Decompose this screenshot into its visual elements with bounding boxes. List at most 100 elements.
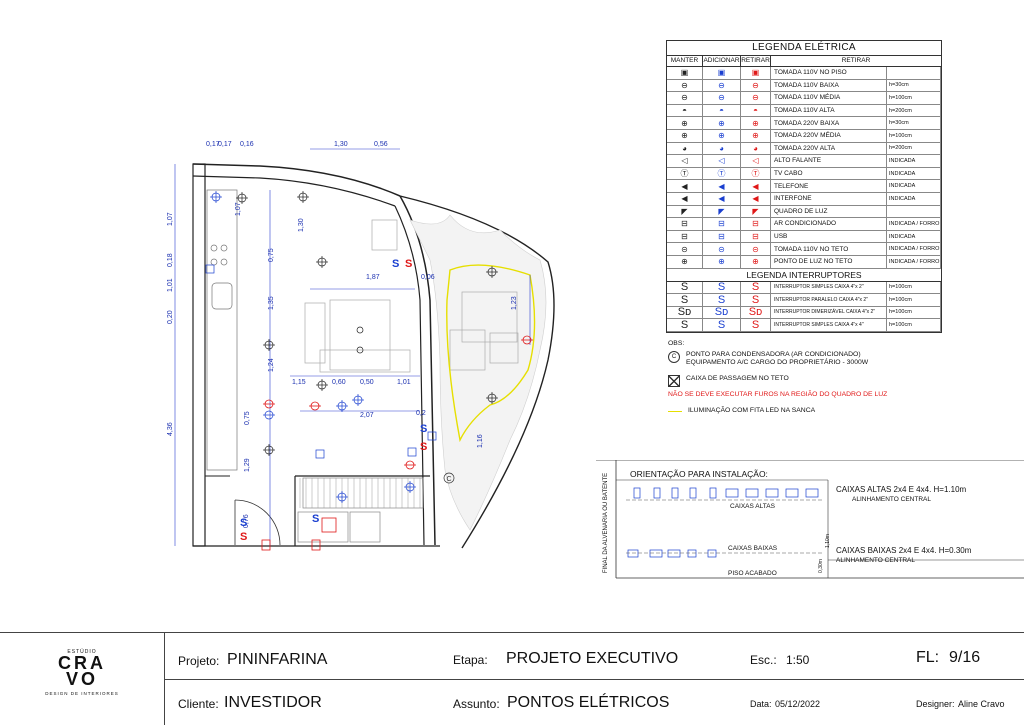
switch-label: INTERRUPTOR SIMPLES CAIXA 4"x 2" bbox=[771, 281, 887, 294]
legend-row: ⊕ ⊕ ⊕ TOMADA 220V MÉDIA h=100cm bbox=[667, 129, 941, 143]
led-strip bbox=[446, 264, 536, 443]
legend-height bbox=[887, 205, 941, 218]
switch-height: h=100cm bbox=[887, 281, 941, 294]
legend-rows: ▣ ▣ ▣ TOMADA 110V NO PISO ⊖ ⊖ ⊖ TOMADA 110V BAI… bbox=[667, 67, 941, 269]
legend-label: PONTO DE LUZ NO TETO bbox=[771, 255, 887, 268]
col-retirar-2: RETIRAR bbox=[841, 57, 871, 64]
legend-height: INDICADA bbox=[887, 230, 941, 243]
legend-height: h=30cm bbox=[887, 79, 941, 92]
col-retirar: RETIRAR bbox=[741, 56, 771, 66]
retirar-symbol-icon: ▣ bbox=[741, 67, 771, 79]
retirar-symbol-icon: ⊟ bbox=[741, 230, 771, 243]
legend-row: ◤ ◤ ◤ QUADRO DE LUZ bbox=[667, 205, 941, 219]
switch-legend-rows: S S S INTERRUPTOR SIMPLES CAIXA 4"x 2" h=100… bbox=[667, 281, 941, 332]
legend-row: ◓ ◓ ◓ TOMADA 110V ALTA h=200cm bbox=[667, 104, 941, 118]
adicionar-symbol-icon: ◕ bbox=[703, 142, 741, 155]
svg-text:0,18: 0,18 bbox=[167, 253, 174, 267]
kitchen-counter bbox=[206, 189, 238, 471]
retirar-symbol-icon: ⊖ bbox=[741, 79, 771, 92]
legend-label: INTERFONE bbox=[771, 192, 887, 205]
legend-label: USB bbox=[771, 230, 887, 243]
adicionar-symbol-icon: ⊝ bbox=[703, 243, 741, 255]
legend-height: INDICADA bbox=[887, 167, 941, 180]
legend-label: TOMADA 220V MÉDIA bbox=[771, 129, 887, 142]
svg-text:0,2: 0,2 bbox=[416, 410, 426, 417]
manter-symbol-icon: ⊝ bbox=[667, 243, 703, 255]
manter-symbol-icon: ◁ bbox=[667, 155, 703, 167]
svg-text:0,16: 0,16 bbox=[240, 141, 254, 148]
legend-height: h=200cm bbox=[887, 142, 941, 155]
switch-height: h=100cm bbox=[887, 319, 941, 331]
adicionar-symbol-icon: ⊕ bbox=[703, 255, 741, 268]
data-label: Data: bbox=[750, 699, 772, 709]
furniture bbox=[297, 219, 519, 543]
caixas-altas-label: CAIXAS ALTAS bbox=[730, 503, 775, 510]
switch-row: Sᴅ Sᴅ Sᴅ INTERRUPTOR DIMERIZÁVEL CAIXA 4"x … bbox=[667, 306, 941, 320]
svg-text:1,24: 1,24 bbox=[268, 358, 275, 372]
svg-text:0,20: 0,20 bbox=[167, 310, 174, 324]
adicionar-symbol-icon: ⊖ bbox=[703, 92, 741, 104]
manter-symbol-icon: ⊖ bbox=[667, 79, 703, 92]
legend-height: h=200cm bbox=[887, 104, 941, 117]
switch-height: h=100cm bbox=[887, 306, 941, 319]
svg-text:1,01: 1,01 bbox=[167, 278, 174, 292]
legend-label: TOMADA 220V ALTA bbox=[771, 142, 887, 155]
legend-row: ⊖ ⊖ ⊖ TOMADA 110V MÉDIA h=100cm bbox=[667, 92, 941, 105]
svg-text:C: C bbox=[447, 476, 452, 483]
switch-symbol-icon: S bbox=[703, 319, 741, 331]
assunto-value: PONTOS ELÉTRICOS bbox=[507, 694, 670, 711]
projeto-label: Projeto: bbox=[178, 654, 220, 668]
orientation-diagram bbox=[596, 459, 1024, 579]
svg-text:1,16: 1,16 bbox=[477, 434, 484, 448]
obs-led: ILUMINAÇÃO COM FITA LED NA SANCA bbox=[688, 407, 816, 414]
legend-row: ⊖ ⊖ ⊖ TOMADA 110V BAIXA h=30cm bbox=[667, 79, 941, 93]
manter-symbol-icon: ⊕ bbox=[667, 129, 703, 142]
svg-text:S: S bbox=[312, 513, 319, 525]
legend-height: INDICADA / FORRO bbox=[887, 255, 941, 268]
switch-row: S S S INTERRUPTOR PARALELO CAIXA 4"x 2" h=10… bbox=[667, 294, 941, 307]
legend-row: ⊝ ⊝ ⊝ TOMADA 110V NO TETO INDICADA / FORRO bbox=[667, 243, 941, 256]
switch-label: INTERRUPTOR SIMPLES CAIXA 4"x 4" bbox=[771, 319, 887, 331]
svg-text:S: S bbox=[392, 258, 399, 270]
svg-text:1,35: 1,35 bbox=[268, 296, 275, 310]
retirar-symbol-icon: Ⓣ bbox=[741, 167, 771, 180]
cliente-value: INVESTIDOR bbox=[224, 694, 322, 711]
legend-label: TOMADA 110V NO TETO bbox=[771, 243, 887, 255]
adicionar-symbol-icon: ⊖ bbox=[703, 79, 741, 92]
switch-symbol-icon: S bbox=[741, 294, 771, 306]
manter-symbol-icon: ⊕ bbox=[667, 255, 703, 268]
adicionar-symbol-icon: ⊟ bbox=[703, 218, 741, 230]
logo-top: ESTÚDIO bbox=[67, 649, 97, 655]
legend-row: ◕ ◕ ◕ TOMADA 220V ALTA h=200cm bbox=[667, 142, 941, 156]
switch-symbol-icon: S bbox=[667, 319, 703, 331]
condensadora-point: C bbox=[443, 472, 455, 484]
switch-row: S S S INTERRUPTOR SIMPLES CAIXA 4"x 2" h=100… bbox=[667, 281, 941, 295]
svg-text:1,30: 1,30 bbox=[334, 141, 348, 148]
svg-text:1,87: 1,87 bbox=[366, 274, 380, 281]
logo-line2: VO bbox=[65, 669, 98, 689]
retirar-symbol-icon: ⊕ bbox=[741, 129, 771, 142]
svg-text:0,75: 0,75 bbox=[268, 248, 275, 262]
switch-symbol-icon: S bbox=[703, 281, 741, 294]
legend-height: h=100cm bbox=[887, 129, 941, 142]
altas-title: CAIXAS ALTAS 2x4 E 4x4. H=1.10m bbox=[836, 485, 967, 494]
assunto-label: Assunto: bbox=[453, 697, 500, 711]
manter-symbol-icon: ◀ bbox=[667, 192, 703, 205]
legend-row: ◀ ◀ ◀ TELEFONE INDICADA bbox=[667, 180, 941, 193]
obs-title: OBS: bbox=[668, 340, 685, 347]
svg-text:S: S bbox=[420, 441, 427, 453]
fl-value: 9/16 bbox=[949, 649, 981, 666]
svg-text:1,23: 1,23 bbox=[511, 296, 518, 310]
obs-caixa-passagem: CAIXA DE PASSAGEM NO TETO bbox=[686, 375, 789, 382]
switch-symbol-icon: Sᴅ bbox=[741, 306, 771, 319]
manter-symbol-icon: ◀ bbox=[667, 180, 703, 192]
designer-label: Designer: bbox=[916, 699, 955, 709]
switch-legend-title: LEGENDA INTERRUPTORES bbox=[667, 269, 941, 282]
legend-height: INDICADA bbox=[887, 192, 941, 205]
fl-label: FL: bbox=[916, 649, 940, 666]
dimension-lines bbox=[174, 148, 531, 546]
obs-condensadora-1: PONTO PARA CONDENSADORA (AR CONDICIONADO… bbox=[686, 351, 861, 358]
switch-symbol-icon: S bbox=[741, 319, 771, 331]
ceiling-lights bbox=[236, 191, 498, 456]
legend-row: ▣ ▣ ▣ TOMADA 110V NO PISO bbox=[667, 67, 941, 80]
